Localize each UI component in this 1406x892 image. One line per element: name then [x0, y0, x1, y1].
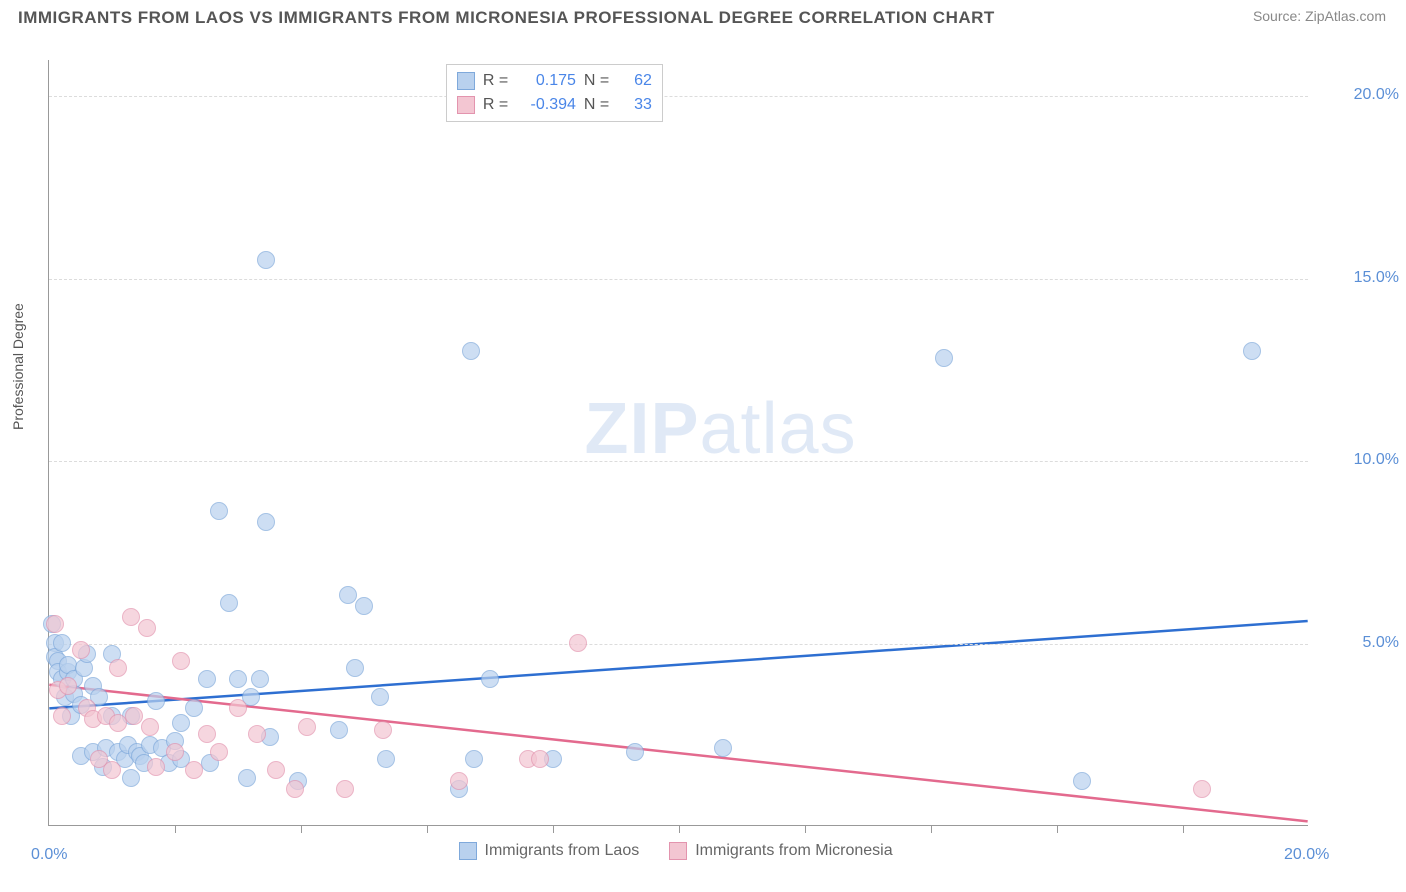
data-point: [569, 634, 587, 652]
data-point: [238, 769, 256, 787]
data-point: [481, 670, 499, 688]
data-point: [147, 692, 165, 710]
data-point: [229, 699, 247, 717]
data-point: [355, 597, 373, 615]
stat-row: R = -0.394 N = 33: [457, 93, 652, 117]
data-point: [626, 743, 644, 761]
x-tick: [553, 825, 554, 833]
data-point: [198, 725, 216, 743]
y-axis-title: Professional Degree: [10, 303, 26, 430]
stat-r-value: 0.175: [521, 72, 576, 90]
x-tick: [301, 825, 302, 833]
data-point: [450, 772, 468, 790]
y-tick-label: 10.0%: [1319, 451, 1399, 469]
stat-r-label: R =: [483, 96, 513, 114]
data-point: [185, 761, 203, 779]
data-point: [229, 670, 247, 688]
legend-swatch: [459, 842, 477, 860]
data-point: [346, 659, 364, 677]
x-tick: [175, 825, 176, 833]
data-point: [531, 750, 549, 768]
data-point: [257, 251, 275, 269]
data-point: [714, 739, 732, 757]
y-tick-label: 20.0%: [1319, 86, 1399, 104]
legend-label: Immigrants from Micronesia: [695, 842, 892, 860]
stat-r-value: -0.394: [521, 96, 576, 114]
data-point: [53, 707, 71, 725]
gridline: [49, 96, 1308, 97]
data-point: [103, 761, 121, 779]
data-point: [46, 615, 64, 633]
data-point: [59, 677, 77, 695]
data-point: [286, 780, 304, 798]
data-point: [465, 750, 483, 768]
gridline: [49, 279, 1308, 280]
data-point: [1193, 780, 1211, 798]
data-point: [336, 780, 354, 798]
data-point: [1243, 342, 1261, 360]
legend-item: Immigrants from Micronesia: [669, 842, 892, 860]
x-tick-label-right: 20.0%: [1284, 846, 1329, 864]
chart-title: IMMIGRANTS FROM LAOS VS IMMIGRANTS FROM …: [18, 8, 995, 28]
x-tick: [427, 825, 428, 833]
bottom-legend: Immigrants from Laos Immigrants from Micr…: [459, 842, 893, 860]
gridline: [49, 644, 1308, 645]
stat-row: R = 0.175 N = 62: [457, 69, 652, 93]
stat-r-label: R =: [483, 72, 513, 90]
stat-box: R = 0.175 N = 62 R = -0.394 N = 33: [446, 64, 663, 122]
x-tick: [1183, 825, 1184, 833]
data-point: [122, 608, 140, 626]
data-point: [138, 619, 156, 637]
gridline: [49, 461, 1308, 462]
data-point: [198, 670, 216, 688]
data-point: [125, 707, 143, 725]
plot-area: 5.0%10.0%15.0%20.0%0.0%20.0%ZIPatlasR =0…: [48, 60, 1308, 826]
data-point: [147, 758, 165, 776]
source-label: Source: ZipAtlas.com: [1253, 8, 1386, 24]
stat-n-value: 62: [622, 72, 652, 90]
watermark: ZIPatlas: [585, 388, 857, 470]
x-tick-label-left: 0.0%: [31, 846, 67, 864]
data-point: [53, 634, 71, 652]
y-tick-label: 15.0%: [1319, 269, 1399, 287]
data-point: [330, 721, 348, 739]
data-point: [122, 769, 140, 787]
x-tick: [1057, 825, 1058, 833]
stat-n-label: N =: [584, 96, 614, 114]
data-point: [220, 594, 238, 612]
legend-swatch: [457, 96, 475, 114]
data-point: [210, 743, 228, 761]
legend-item: Immigrants from Laos: [459, 842, 640, 860]
data-point: [141, 718, 159, 736]
data-point: [935, 349, 953, 367]
legend-swatch: [457, 72, 475, 90]
data-point: [267, 761, 285, 779]
data-point: [172, 714, 190, 732]
regression-line: [49, 621, 1307, 708]
data-point: [251, 670, 269, 688]
data-point: [257, 513, 275, 531]
data-point: [339, 586, 357, 604]
data-point: [109, 659, 127, 677]
data-point: [185, 699, 203, 717]
data-point: [1073, 772, 1091, 790]
y-tick-label: 5.0%: [1319, 634, 1399, 652]
data-point: [166, 743, 184, 761]
legend-label: Immigrants from Laos: [485, 842, 640, 860]
x-tick: [931, 825, 932, 833]
data-point: [72, 641, 90, 659]
data-point: [371, 688, 389, 706]
data-point: [374, 721, 392, 739]
stat-n-label: N =: [584, 72, 614, 90]
data-point: [298, 718, 316, 736]
data-point: [248, 725, 266, 743]
data-point: [210, 502, 228, 520]
x-tick: [805, 825, 806, 833]
data-point: [462, 342, 480, 360]
data-point: [377, 750, 395, 768]
legend-swatch: [669, 842, 687, 860]
data-point: [172, 652, 190, 670]
x-tick: [679, 825, 680, 833]
stat-n-value: 33: [622, 96, 652, 114]
